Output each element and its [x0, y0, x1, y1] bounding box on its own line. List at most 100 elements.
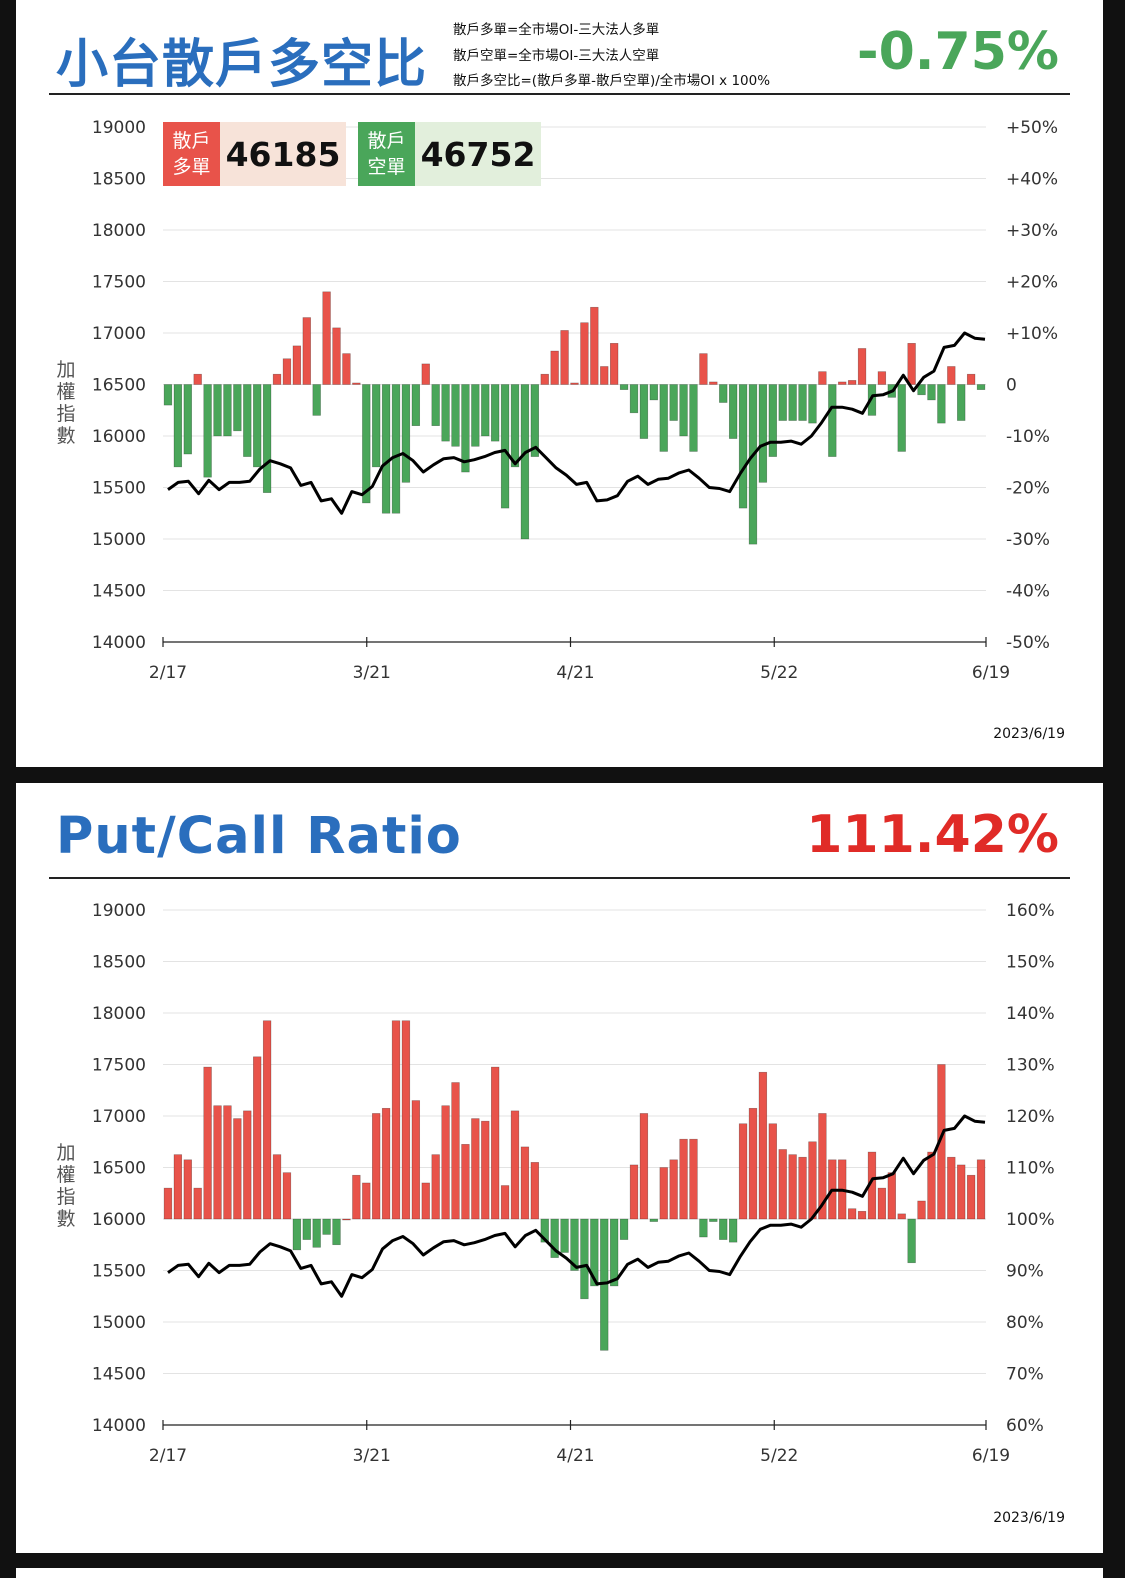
positive-bar	[560, 330, 569, 385]
negative-bar	[659, 384, 668, 452]
positive-bar	[471, 1118, 480, 1220]
positive-bar	[818, 371, 827, 385]
x-tick-label: 4/21	[556, 1446, 594, 1466]
positive-bar	[550, 350, 559, 385]
positive-bar	[540, 373, 549, 385]
panel1-date: 2023/6/19	[993, 726, 1065, 742]
positive-bar	[381, 1107, 391, 1220]
positive-bar	[857, 348, 867, 385]
negative-bar	[560, 1218, 569, 1253]
retail-short-legend: 散戶 空單 46752	[358, 122, 541, 186]
negative-bar	[491, 384, 500, 442]
negative-bar	[243, 384, 252, 457]
negative-bar	[609, 1218, 619, 1287]
negative-bar	[619, 384, 629, 390]
negative-bar	[183, 384, 192, 455]
positive-bar	[421, 363, 430, 385]
x-tick-label: 5/22	[760, 1446, 798, 1466]
formula-line-long: 散戶多單=全市場OI-三大法人多單	[453, 22, 660, 38]
x-tick-label: 2/17	[149, 1446, 187, 1466]
positive-bar	[629, 1164, 639, 1220]
y2-tick-label: 120%	[1006, 1107, 1055, 1127]
positive-bar	[659, 1167, 668, 1220]
negative-bar	[292, 1218, 302, 1251]
y-tick-label: 19000	[92, 118, 146, 138]
retail-long-legend: 散戶 多單 46185	[163, 122, 346, 186]
positive-bar	[857, 1210, 867, 1220]
y2-tick-label: -10%	[1006, 427, 1050, 447]
x-tick-label: 6/19	[972, 663, 1010, 683]
positive-bar	[401, 1020, 411, 1220]
positive-bar	[818, 1113, 827, 1220]
positive-bar	[887, 1172, 896, 1220]
positive-bar	[342, 353, 351, 385]
retail-ratio-value: -0.75%	[857, 22, 1059, 82]
y2-tick-label: -40%	[1006, 582, 1050, 602]
x-tick-label: 5/22	[760, 663, 798, 683]
positive-bar	[272, 1154, 282, 1220]
positive-bar	[877, 1187, 887, 1220]
positive-bar	[877, 371, 887, 385]
positive-bar	[808, 1141, 817, 1220]
positive-bar	[391, 1020, 401, 1220]
negative-bar	[253, 384, 262, 468]
positive-bar	[669, 1159, 678, 1220]
negative-bar	[570, 1218, 579, 1271]
negative-bar	[302, 1218, 311, 1240]
positive-bar	[580, 322, 589, 385]
positive-bar	[441, 1105, 450, 1220]
x-tick-label: 3/21	[353, 1446, 391, 1466]
positive-bar	[183, 1159, 192, 1220]
negative-bar	[748, 384, 758, 545]
positive-bar	[758, 1071, 768, 1220]
y-tick-label: 15000	[92, 1313, 146, 1333]
put-call-ratio-value: 111.42%	[806, 805, 1059, 865]
negative-bar	[481, 384, 490, 437]
retail-ratio-chart: 19000 +50% 18500 +40% 18000 +30% 17500 +20% 1700…	[56, 118, 1058, 683]
formula-line-short: 散戶空單=全市場OI-三大法人空單	[453, 47, 660, 64]
positive-bar	[957, 1164, 966, 1220]
negative-bar	[431, 384, 440, 427]
positive-bar	[262, 1020, 272, 1220]
positive-bar	[322, 291, 331, 385]
negative-bar	[699, 1218, 708, 1238]
negative-bar	[550, 1218, 559, 1258]
y2-tick-label: 160%	[1006, 901, 1055, 921]
negative-bar	[223, 384, 232, 437]
retail-long-tag: 散戶 多單	[163, 122, 220, 186]
positive-bar	[451, 1082, 460, 1220]
y-tick-label: 15500	[92, 1262, 146, 1282]
positive-bar	[709, 381, 718, 385]
positive-bar	[917, 1200, 926, 1220]
positive-bar	[590, 306, 599, 385]
retail-long-value: 46185	[220, 122, 346, 186]
y-tick-label: 16500	[92, 376, 146, 396]
positive-bar	[699, 353, 708, 385]
negative-bar	[709, 1218, 718, 1222]
positive-bar	[481, 1120, 490, 1220]
y2-tick-label: 0	[1006, 376, 1017, 396]
y-tick-label: 17500	[92, 273, 146, 293]
negative-bar	[362, 384, 371, 504]
formula-notes: 散戶多單=全市場OI-三大法人多單 散戶空單=全市場OI-三大法人空單 散戶多空…	[453, 18, 770, 95]
positive-bar	[461, 1144, 470, 1220]
y2-tick-label: 90%	[1006, 1262, 1044, 1282]
y2-tick-label: 80%	[1006, 1313, 1044, 1333]
negative-bar	[629, 384, 639, 414]
y-tick-label: 18500	[92, 170, 146, 190]
y-tick-label: 14000	[92, 633, 146, 653]
negative-bar	[391, 384, 401, 514]
negative-bar	[233, 384, 242, 432]
retail-long-tag-line1: 散戶	[172, 130, 211, 152]
negative-bar	[173, 384, 183, 468]
panel2-title: Put/Call Ratio	[56, 807, 462, 866]
negative-bar	[649, 1218, 658, 1222]
put-call-ratio-chart: 19000 160% 18500 150% 18000 140% 17500 130% 1700…	[56, 901, 1055, 1466]
positive-bar	[679, 1138, 688, 1220]
negative-bar	[213, 384, 222, 437]
y2-tick-label: +10%	[1006, 324, 1058, 344]
negative-bar	[471, 384, 480, 447]
y2-tick-label: 130%	[1006, 1056, 1055, 1076]
retail-long-short-panel: 小台散戶多空比 散戶多單=全市場OI-三大法人多單 散戶空單=全市場OI-三大法…	[16, 0, 1103, 767]
positive-bar	[253, 1056, 262, 1220]
